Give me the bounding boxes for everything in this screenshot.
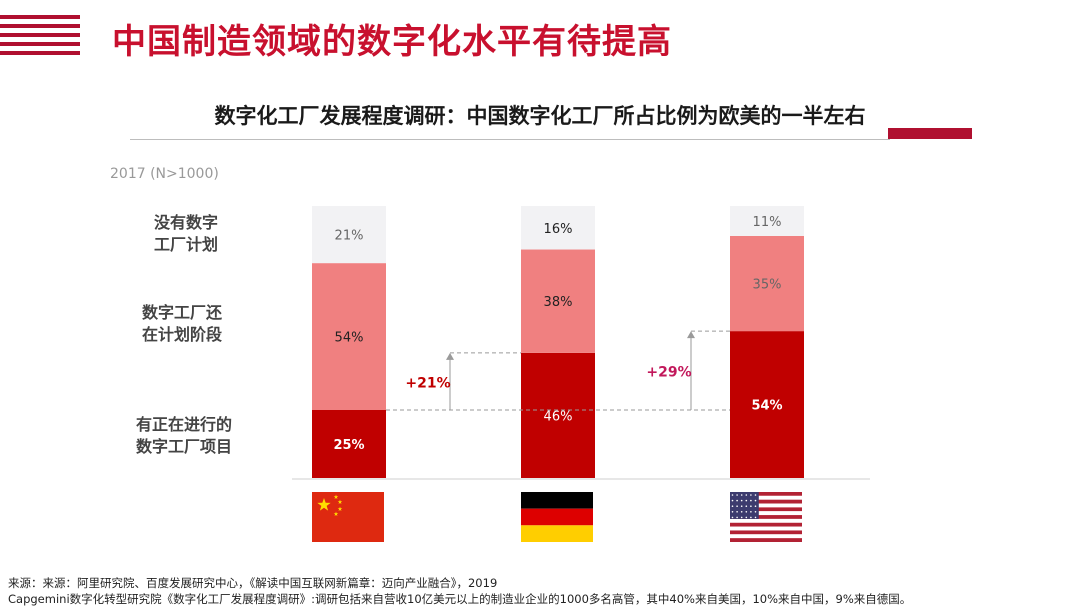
usa-flag-star xyxy=(750,505,752,508)
usa-flag-star xyxy=(740,499,743,502)
usa-flag-star xyxy=(731,505,734,508)
china-flag-icon xyxy=(312,492,384,542)
row-label-ongoing-text: 有正在进行的数字工厂项目 xyxy=(136,415,233,456)
usa-flag-stripe xyxy=(730,503,802,508)
usa-flag-star xyxy=(736,505,738,508)
chart-subtitle: 数字化工厂发展程度调研：中国数字化工厂所占比例为欧美的一半左右 xyxy=(214,104,866,128)
annotation-label: +29% xyxy=(646,365,691,381)
bar-segment-planning xyxy=(312,263,386,410)
subtitle-accent-bar xyxy=(888,128,972,139)
stripe xyxy=(0,42,80,46)
usa-flag-stripe xyxy=(730,515,802,519)
china-flag-small-star xyxy=(337,506,343,511)
usa-flag-star xyxy=(740,516,743,519)
bar-segment-planning xyxy=(730,235,804,332)
usa-flag-stripe xyxy=(730,495,802,500)
stripe xyxy=(0,15,80,19)
data-label: 38% xyxy=(544,295,573,310)
annotation-label: +21% xyxy=(405,375,450,391)
usa-flag-stripe xyxy=(730,538,802,542)
usa-flag-star xyxy=(731,499,734,502)
subtitle-underline xyxy=(130,139,890,140)
stripe xyxy=(0,24,80,28)
usa-flag-stripe xyxy=(730,530,802,535)
usa-flag-star xyxy=(745,511,748,513)
data-label: 16% xyxy=(544,222,573,237)
usa-flag-star xyxy=(754,494,757,496)
china-flag-small-star xyxy=(333,494,339,499)
usa-flag-star xyxy=(736,499,738,502)
usa-flag-star xyxy=(736,494,738,496)
germany-flag-stripe xyxy=(521,508,593,526)
usa-flag-star xyxy=(754,516,757,519)
source-line-1: 来源：来源：阿里研究院、百度发展研究中心，《解读中国互联网新篇章：迈向产业融合》… xyxy=(8,576,498,590)
germany-flag-icon xyxy=(521,492,593,509)
data-label: 54% xyxy=(335,331,364,346)
data-label: 35% xyxy=(753,278,782,293)
bar-segment-none xyxy=(312,206,386,264)
usa-flag-star xyxy=(750,499,752,502)
usa-flag-star xyxy=(731,494,734,496)
stripe xyxy=(0,33,80,37)
usa-flag-star xyxy=(754,511,757,513)
usa-flag-star xyxy=(750,516,752,519)
usa-flag-star xyxy=(740,494,743,496)
usa-flag-stripe xyxy=(730,526,802,531)
china-flag-small-star xyxy=(333,511,339,516)
year-note: 2017 (N>1000) xyxy=(110,166,219,182)
row-label-ongoing: 有正在进行的数字工厂项目 xyxy=(114,414,254,458)
usa-flag-icon xyxy=(730,492,802,496)
data-label: 25% xyxy=(333,438,364,453)
usa-flag-star xyxy=(740,505,743,508)
usa-flag-star xyxy=(745,505,748,508)
china-flag-small-star xyxy=(337,499,343,504)
data-label: 21% xyxy=(335,229,364,244)
china-flag-big-star xyxy=(317,498,331,511)
usa-flag-star xyxy=(731,516,734,519)
usa-flag-star xyxy=(731,511,734,513)
bar-segment-ongoing xyxy=(730,331,804,478)
row-label-none-text: 没有数字工厂计划 xyxy=(153,213,218,254)
row-label-none: 没有数字工厂计划 xyxy=(116,212,256,256)
bar-segment-none xyxy=(730,206,804,236)
usa-flag-star xyxy=(754,499,757,502)
usa-flag-canton xyxy=(730,492,759,519)
bar-segment-ongoing xyxy=(521,352,595,478)
row-label-planning: 数字工厂还在计划阶段 xyxy=(112,302,252,346)
stripe xyxy=(0,51,80,55)
data-label: 54% xyxy=(751,399,782,414)
usa-flag-star xyxy=(736,516,738,519)
usa-flag-stripe xyxy=(730,534,802,539)
bar-segment-none xyxy=(521,206,595,250)
usa-flag-star xyxy=(745,516,748,519)
usa-flag-star xyxy=(740,511,743,513)
header-stripes xyxy=(0,15,80,60)
data-label: 11% xyxy=(753,215,782,230)
usa-flag-star xyxy=(745,494,748,496)
usa-flag-stripe xyxy=(730,522,802,527)
germany-flag-stripe xyxy=(521,525,593,542)
bar-segment-ongoing xyxy=(312,410,386,478)
data-label: 46% xyxy=(544,409,573,424)
usa-flag-star xyxy=(750,511,752,513)
annotation-arrow-head xyxy=(446,352,454,360)
usa-flag-stripe xyxy=(730,518,802,523)
usa-flag-star xyxy=(745,499,748,502)
usa-flag-star xyxy=(736,511,738,513)
usa-flag-stripe xyxy=(730,511,802,516)
usa-flag-star xyxy=(750,494,752,496)
usa-flag-star xyxy=(754,505,757,508)
bar-segment-planning xyxy=(521,249,595,353)
row-label-planning-text: 数字工厂还在计划阶段 xyxy=(142,303,223,344)
usa-flag-stripe xyxy=(730,499,802,504)
usa-flag-stripe xyxy=(730,507,802,512)
source-line-2: Capgemini数字化转型研究院《数字化工厂发展程度调研》:调研包括来自营收1… xyxy=(8,592,912,606)
annotation-arrow-head xyxy=(687,331,695,339)
page-title: 中国制造领域的数字化水平有待提高 xyxy=(112,22,672,62)
